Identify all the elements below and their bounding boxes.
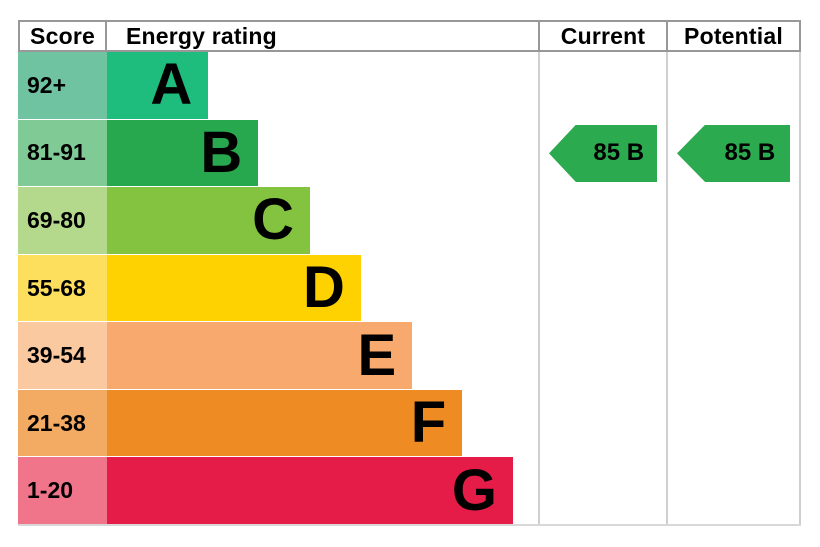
band-row-d: 55-68 D <box>18 254 538 322</box>
chart-body: 92+ A 81-91 B 69-80 C 55-68 D 39-54 E 21-38 F 1-20 G … <box>18 52 801 526</box>
rating-letter-a: A <box>150 52 193 118</box>
band-row-f: 21-38 F <box>18 389 538 457</box>
current-rating-arrow: 85 B <box>549 124 657 183</box>
score-range-g: 1-20 <box>18 457 107 525</box>
rating-bar-a: A <box>107 52 209 119</box>
band-row-e: 39-54 E <box>18 322 538 389</box>
rating-bar-area-c: C <box>107 187 538 254</box>
header-current: Current <box>538 22 666 50</box>
rating-bar-d: D <box>107 254 361 322</box>
current-column: 85 B <box>538 52 666 524</box>
rating-bar-e: E <box>107 322 413 389</box>
rating-bar-c: C <box>107 187 310 254</box>
rating-bar-area-b: B <box>107 119 538 187</box>
rating-letter-g: G <box>451 457 497 523</box>
score-range-d: 55-68 <box>18 254 107 322</box>
rating-letter-e: E <box>357 322 397 388</box>
rating-letter-d: D <box>302 255 345 321</box>
score-range-c: 69-80 <box>18 187 107 254</box>
band-row-b: 81-91 B <box>18 119 538 187</box>
score-range-f: 21-38 <box>18 389 107 457</box>
rating-bar-area-d: D <box>107 254 538 322</box>
score-range-e: 39-54 <box>18 322 107 389</box>
rating-letter-b: B <box>200 119 243 185</box>
header-potential: Potential <box>666 22 801 50</box>
band-row-g: 1-20 G <box>18 457 538 525</box>
rating-bar-f: F <box>107 389 463 457</box>
header-row: Score Energy rating Current Potential <box>18 20 801 52</box>
epc-chart: Score Energy rating Current Potential 92… <box>18 20 801 526</box>
rating-bar-area-g: G <box>107 457 538 525</box>
band-row-a: 92+ A <box>18 52 538 119</box>
potential-column: 85 B <box>666 52 801 524</box>
rating-bar-area-a: A <box>107 52 538 119</box>
header-energy-rating: Energy rating <box>107 22 538 50</box>
score-range-a: 92+ <box>18 52 107 119</box>
header-score: Score <box>18 22 107 50</box>
band-row-c: 69-80 C <box>18 187 538 254</box>
rating-bar-area-f: F <box>107 389 538 457</box>
band-rows: 92+ A 81-91 B 69-80 C 55-68 D 39-54 E 21-38 F 1-20 G <box>18 52 538 525</box>
potential-rating-arrow: 85 B <box>677 124 790 183</box>
rating-bar-g: G <box>107 457 513 525</box>
rating-bar-b: B <box>107 119 259 187</box>
rating-letter-c: C <box>252 187 294 253</box>
rating-letter-f: F <box>410 390 447 456</box>
rating-bar-area-e: E <box>107 322 538 389</box>
score-range-b: 81-91 <box>18 119 107 187</box>
